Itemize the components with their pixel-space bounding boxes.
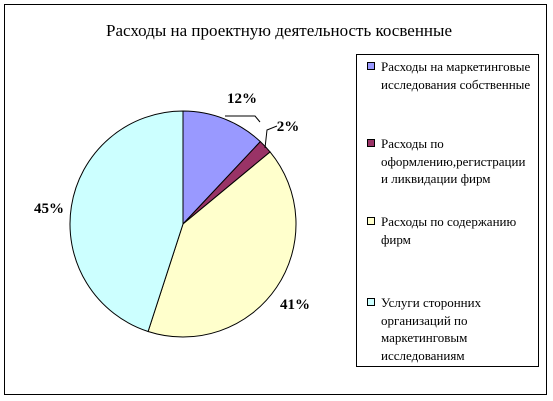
legend-swatch-3 — [367, 298, 375, 306]
chart-area: Расходы на проектную деятельность косвен… — [4, 4, 547, 395]
data-label-3: 45% — [34, 201, 64, 217]
data-labels: 12% 2% 41% 45% — [34, 91, 310, 313]
legend-label-3: Услуги сторонних организаций по маркетин… — [381, 295, 482, 363]
pie-slices — [69, 110, 297, 338]
legend-label-2: Расходы по содержанию фирм — [381, 214, 517, 247]
pie-slice-0 — [182, 110, 262, 226]
data-label-2: 41% — [280, 297, 310, 313]
legend: Расходы на маркетинговые исследования со… — [356, 54, 539, 367]
chart-title: Расходы на проектную деятельность косвен… — [106, 21, 452, 40]
pie-slice-2 — [147, 151, 297, 338]
pie-slice-3 — [69, 110, 184, 333]
legend-swatch-0 — [367, 62, 375, 70]
pie-chart: 12% 2% 41% 45% — [34, 91, 310, 338]
leader-line-0 — [225, 115, 261, 123]
legend-label-1: Расходы по оформлению,регистрации и ликв… — [381, 136, 526, 186]
legend-swatch-2 — [367, 217, 375, 225]
legend-swatch-1 — [367, 139, 375, 147]
legend-label-0: Расходы на маркетинговые исследования со… — [381, 59, 531, 92]
leader-line-1 — [264, 125, 278, 149]
leader-lines — [225, 115, 278, 149]
data-label-0: 12% — [227, 91, 257, 107]
data-label-1: 2% — [277, 119, 300, 135]
